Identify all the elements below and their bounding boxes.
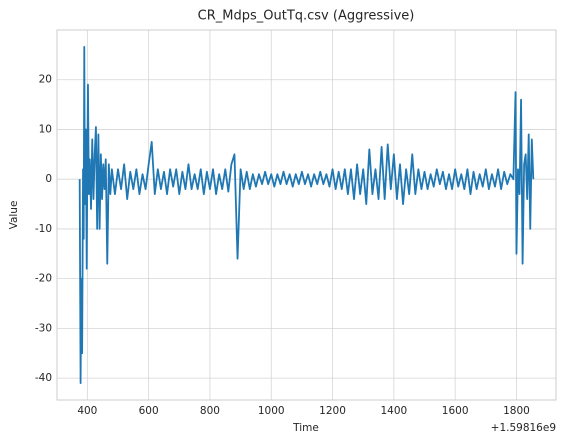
y-tick-label: 20 [39,74,52,86]
plot-frame [56,29,557,401]
x-tick-label: 800 [200,405,220,417]
y-tick-label: -40 [35,372,52,384]
x-tick-label: 400 [77,405,97,417]
y-tick-label: -20 [35,273,52,285]
chart-title: CR_Mdps_OutTq.csv (Aggressive) [198,9,415,24]
y-tick-label: 10 [39,123,52,135]
y-tick-label: -30 [35,322,52,334]
y-tick-label: -10 [35,223,52,235]
x-axis-label: Time [292,422,319,434]
x-offset-label: +1.59816e9 [491,422,556,434]
x-tick-label: 1200 [319,405,346,417]
y-tick-label: 0 [45,173,52,185]
data-line [78,46,535,384]
x-tick-label: 1600 [442,405,469,417]
x-tick-label: 1800 [503,405,530,417]
x-tick-label: 1400 [380,405,407,417]
x-tick-label: 1000 [258,405,285,417]
x-tick-label: 600 [139,405,159,417]
y-axis-label: Value [8,201,20,230]
